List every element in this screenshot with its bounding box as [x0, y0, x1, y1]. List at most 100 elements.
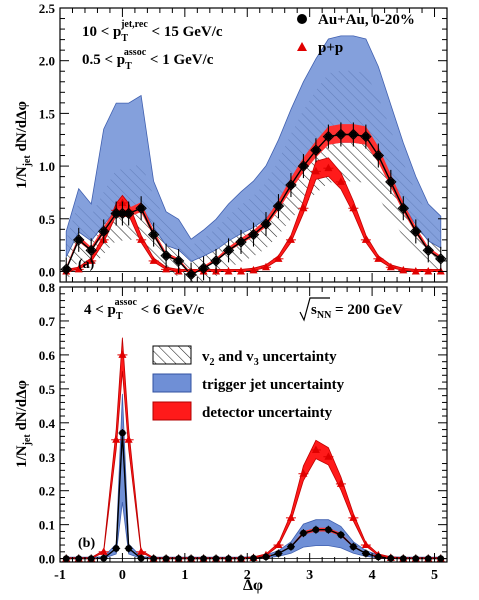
auau-point — [87, 555, 95, 562]
pp-point — [137, 235, 146, 243]
pp-point — [361, 235, 370, 243]
y-tick-label: 0.8 — [39, 280, 56, 295]
legend-swatch-detector — [152, 401, 192, 421]
auau-point — [300, 529, 307, 537]
auau-point — [337, 531, 345, 539]
auau-sys-diamond — [122, 207, 135, 220]
auau-point — [250, 554, 257, 562]
auau-sys-diamond — [310, 144, 322, 156]
auau-point — [349, 543, 357, 551]
auau-point — [225, 246, 232, 254]
auau-point — [362, 550, 370, 557]
panel-a-legend: Au+Au, 0-20% p+p — [297, 12, 415, 56]
panel-b-cut: 4 < pTassoc < 6 GeV/c — [84, 297, 205, 322]
auau-sys-diamond — [297, 160, 310, 172]
auau-point — [100, 228, 108, 235]
auau-sys-diamond — [235, 236, 247, 248]
auau-point — [237, 238, 245, 246]
pp-point — [99, 547, 108, 555]
pp-point — [349, 513, 358, 521]
auau-sys-diamond — [347, 128, 360, 141]
auau-point — [200, 555, 207, 562]
auau-point — [225, 555, 232, 562]
auau-point — [119, 210, 126, 217]
panel-a-cut-1: 10 < pTjet,rec < 15 GeV/c — [82, 19, 223, 44]
panel-b-label: (b) — [78, 536, 95, 551]
auau-point — [262, 220, 270, 228]
auau-point — [325, 526, 332, 534]
panel-b-legend: v2 and v3 uncertainty trigger jet uncert… — [152, 345, 345, 421]
auau-point — [374, 553, 382, 561]
pp-point — [112, 435, 121, 443]
y-tick-label: 0.5 — [39, 212, 56, 227]
auau-sys-diamond — [247, 228, 260, 241]
auau-point — [362, 133, 370, 140]
x-tick-label: 2 — [244, 568, 251, 583]
auau-point — [275, 202, 282, 210]
legend-marker-pp — [297, 42, 307, 51]
svg-text:10 < pTjet,rec < 15 GeV/c: 10 < pTjet,rec < 15 GeV/c — [82, 19, 223, 44]
auau-point — [387, 554, 395, 562]
pp-point — [324, 163, 333, 172]
auau-sys-diamond — [85, 244, 97, 257]
x-tick-label: 0 — [119, 568, 126, 583]
auau-point — [112, 545, 120, 552]
panel-a: 0.0 0.5 1.0 1.5 2.0 2.5 (a) 10 < pTjet,rec < … — [14, 1, 448, 283]
legend-label-detector: detector uncertainty — [202, 405, 333, 421]
auau-sys-diamond — [197, 262, 210, 275]
legend-label-pp: p+p — [318, 40, 343, 56]
svg-text:0.5 < pTassoc < 1 GeV/c: 0.5 < pTassoc < 1 GeV/c — [82, 47, 214, 72]
auau-point — [325, 133, 332, 140]
pp-point — [399, 265, 408, 274]
auau-point — [399, 555, 407, 562]
auau-sys-diamond — [422, 244, 434, 257]
auau-point — [424, 555, 432, 562]
auau-point — [125, 210, 133, 217]
y-tick-label: 0.0 — [39, 552, 55, 567]
auau-point — [150, 231, 158, 238]
pp-point — [299, 203, 308, 212]
legend-label-v2v3: v2 and v3 uncertainty — [202, 349, 337, 368]
auau-point — [424, 246, 432, 254]
auau-point — [262, 553, 270, 561]
panel-a-label: (a) — [78, 257, 95, 272]
auau-point — [162, 555, 170, 562]
legend-swatch-trigger — [152, 373, 192, 393]
auau-sys-diamond — [210, 255, 222, 267]
panel-b-axes: -1 0 1 2 3 4 5 0.0 0.1 0.2 0.3 0.4 0.5 0.6 0.7 0.8 — [39, 280, 448, 583]
auau-point — [150, 555, 158, 562]
auau-sys-diamond — [97, 225, 110, 238]
auau-point — [175, 555, 182, 562]
panel-b-ylabel: 1/Njet dN/dΔφ — [14, 380, 33, 468]
auau-sys-diamond — [385, 176, 397, 188]
y-tick-label: 0.7 — [39, 314, 56, 329]
auau-sys-diamond — [285, 179, 297, 191]
pp-point — [424, 266, 433, 275]
y-tick-label: 0.5 — [39, 382, 56, 397]
auau-point — [337, 131, 345, 138]
pp-point — [361, 540, 370, 549]
auau-point — [119, 429, 126, 437]
auau-point — [237, 555, 245, 562]
y-tick-label: 2.0 — [39, 54, 55, 69]
auau-point — [175, 257, 182, 265]
auau-sys-diamond — [160, 249, 172, 262]
pp-point — [336, 479, 345, 487]
legend-swatch-v2v3 — [152, 345, 192, 365]
auau-sys-diamond — [135, 202, 147, 214]
panel-a-ylabel: 1/Njet dN/dΔφ — [14, 101, 33, 189]
auau-sys-diamond — [172, 255, 185, 267]
pp-point — [374, 254, 383, 262]
panel-a-bands — [65, 35, 442, 282]
auau-point — [212, 257, 220, 265]
panel-b-bands — [65, 337, 442, 559]
auau-sys-diamond — [360, 130, 372, 143]
auau-sys-diamond — [73, 234, 85, 246]
auau-point — [374, 152, 382, 159]
auau-point — [100, 554, 108, 562]
auau-sys-diamond — [322, 130, 335, 143]
pp-point — [149, 256, 158, 264]
auau-point — [162, 252, 170, 260]
auau-sys-diamond — [185, 268, 197, 281]
auau-sys-diamond — [147, 228, 160, 241]
